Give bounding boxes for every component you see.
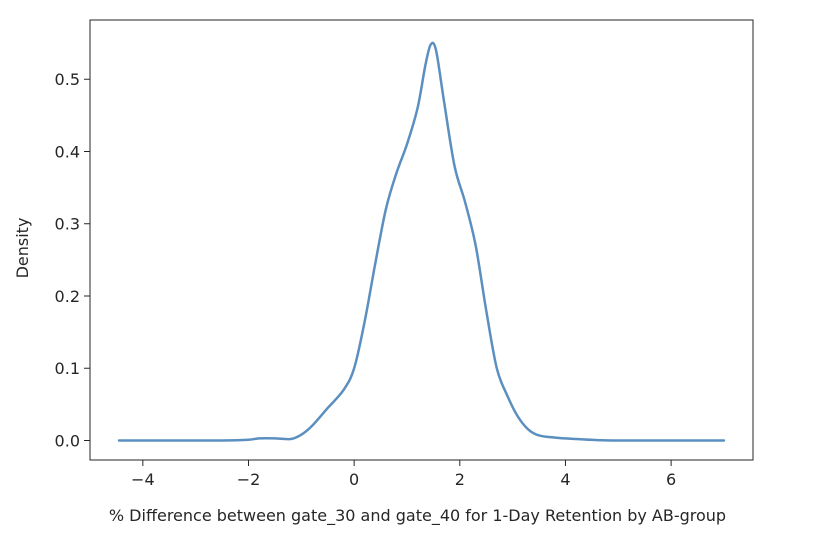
- x-tick-label: 4: [560, 470, 570, 489]
- x-tick-label: 2: [455, 470, 465, 489]
- x-tick-label: 0: [349, 470, 359, 489]
- x-tick-label: 6: [666, 470, 676, 489]
- y-tick-label: 0.5: [55, 70, 80, 89]
- x-axis-label: % Difference between gate_30 and gate_40…: [109, 506, 726, 526]
- plot-frame: [89, 19, 754, 461]
- y-tick-label: 0.4: [55, 142, 80, 161]
- x-tick-label: −2: [237, 470, 261, 489]
- y-tick-label: 0.0: [55, 431, 80, 450]
- y-tick-label: 0.1: [55, 359, 80, 378]
- x-tick-label: −4: [131, 470, 155, 489]
- density-line-0: [117, 41, 726, 442]
- y-axis-label: Density: [13, 218, 32, 279]
- y-tick-label: 0.2: [55, 287, 80, 306]
- y-tick-label: 0.3: [55, 215, 80, 234]
- plot-area: −4 −2 0 2 4 6 0.0 0.1 0.2 0.3 0.4 0.5: [55, 19, 754, 489]
